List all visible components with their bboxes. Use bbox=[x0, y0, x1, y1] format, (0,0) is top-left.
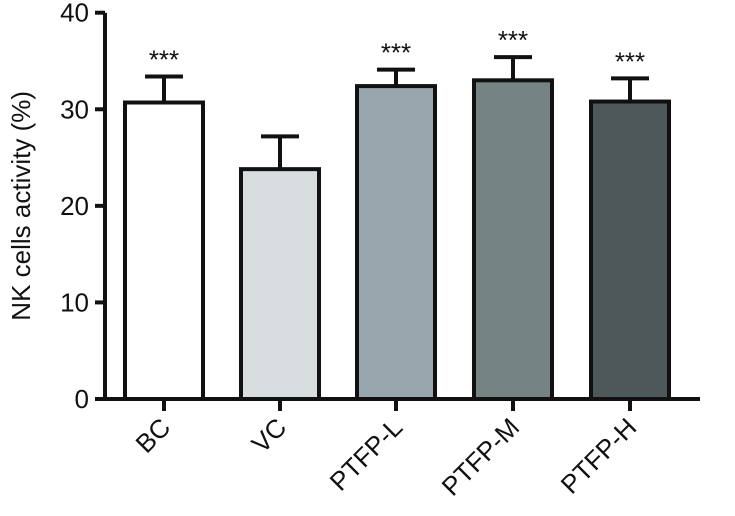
x-tick-label: PTFP-M bbox=[436, 412, 526, 502]
y-axis-label: NK cells activity (%) bbox=[6, 91, 36, 321]
x-tick-label: VC bbox=[245, 412, 292, 459]
significance-label: *** bbox=[149, 44, 179, 74]
bar-ptfp-m bbox=[472, 78, 554, 402]
significance-label: *** bbox=[498, 25, 528, 55]
significance-label: *** bbox=[615, 46, 645, 76]
bar-ptfp-l bbox=[355, 84, 437, 402]
x-tick-label: PTFP-L bbox=[324, 412, 409, 497]
bar-ptfp-h bbox=[589, 99, 671, 401]
y-tick-label: 30 bbox=[60, 94, 89, 124]
bar-vc bbox=[239, 167, 321, 401]
y-tick-label: 10 bbox=[60, 287, 89, 317]
y-tick-label: 0 bbox=[75, 384, 89, 414]
significance-label: *** bbox=[381, 38, 411, 68]
x-tick-label: BC bbox=[129, 412, 176, 459]
bar-bc bbox=[123, 100, 205, 402]
x-tick-label: PTFP-H bbox=[555, 412, 643, 500]
y-tick-label: 40 bbox=[60, 0, 89, 28]
y-tick-label: 20 bbox=[60, 191, 89, 221]
